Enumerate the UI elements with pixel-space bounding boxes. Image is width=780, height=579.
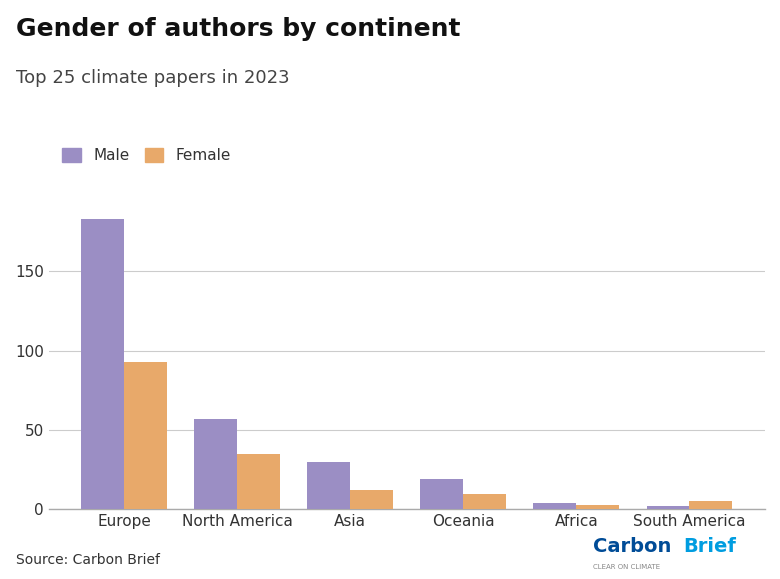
Text: Gender of authors by continent: Gender of authors by continent bbox=[16, 17, 460, 41]
Bar bbox=[81, 219, 124, 510]
Bar bbox=[420, 479, 463, 510]
Text: Carbon: Carbon bbox=[593, 537, 671, 556]
Bar bbox=[237, 454, 280, 510]
Bar bbox=[463, 493, 506, 510]
Text: Brief: Brief bbox=[683, 537, 736, 556]
Bar bbox=[194, 419, 237, 510]
Bar bbox=[690, 501, 732, 510]
Bar bbox=[124, 362, 167, 510]
Text: Top 25 climate papers in 2023: Top 25 climate papers in 2023 bbox=[16, 69, 289, 87]
Bar bbox=[307, 462, 350, 510]
Legend: Male, Female: Male, Female bbox=[56, 142, 236, 170]
Bar bbox=[576, 505, 619, 510]
Text: Source: Carbon Brief: Source: Carbon Brief bbox=[16, 554, 160, 567]
Bar bbox=[534, 503, 576, 510]
Bar bbox=[647, 506, 690, 510]
Text: CLEAR ON CLIMATE: CLEAR ON CLIMATE bbox=[593, 565, 660, 570]
Bar bbox=[350, 490, 393, 510]
